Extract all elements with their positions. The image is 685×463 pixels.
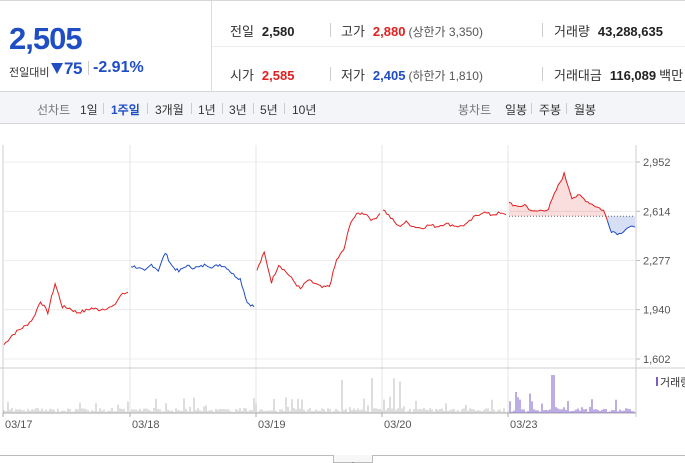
trade-amount-unit: 백만 <box>659 68 684 83</box>
divider <box>88 61 89 75</box>
period-1y[interactable]: 1년 <box>198 103 216 117</box>
trade-amount-value: 116,089 <box>609 68 657 83</box>
change-label: 전일대비 <box>9 67 50 79</box>
trade-amount: 거래대금 116,089 백만 <box>554 65 683 84</box>
line-chart-label: 선차트 <box>37 103 71 117</box>
high-value: 2,880 <box>372 24 406 39</box>
trade-amount-label: 거래대금 <box>554 68 602 83</box>
volume: 거래량 43,288,635 <box>554 21 663 40</box>
price-line-up <box>508 170 608 221</box>
divider <box>191 103 192 114</box>
quote-summary: 2,505 전일대비 75 -2.91% 전일 2,580 고가 2,880 (상한가… <box>0 0 685 92</box>
price-area-down <box>607 216 635 235</box>
price-box: 2,505 전일대비 75 -2.91% <box>0 1 212 92</box>
divider <box>222 103 223 114</box>
prev-close-value: 2,580 <box>261 24 295 39</box>
x-tick-label: 03/17 <box>5 419 33 431</box>
price-line <box>256 212 381 290</box>
volume-legend-label: 거래량 <box>660 376 685 389</box>
change-percent: -2.91% <box>93 59 144 76</box>
divider <box>253 103 254 114</box>
price-area-up <box>509 172 608 217</box>
divider <box>531 103 532 114</box>
open-value: 2,585 <box>261 68 295 83</box>
price-line <box>130 252 255 308</box>
collapse-button[interactable] <box>333 455 373 463</box>
down-arrow-icon <box>51 63 63 74</box>
divider <box>103 103 104 114</box>
candle-chart-label: 봉차트 <box>458 103 492 117</box>
price-line <box>382 209 507 230</box>
y-tick-label: 1,602 <box>643 354 671 366</box>
divider <box>330 23 331 37</box>
price-line <box>3 281 129 345</box>
candle-weekly[interactable]: 주봉 <box>539 103 562 117</box>
prev-close-label: 전일 <box>230 24 254 39</box>
y-tick-label: 2,614 <box>643 206 671 218</box>
period-1d[interactable]: 1일 <box>80 103 98 117</box>
divider <box>284 103 285 114</box>
volume-label: 거래량 <box>554 24 590 39</box>
high-label: 고가 <box>341 24 365 39</box>
low-value: 2,405 <box>372 68 406 83</box>
candle-monthly[interactable]: 월봉 <box>574 103 597 117</box>
volume-legend-marker <box>656 377 658 386</box>
divider <box>566 103 567 114</box>
divider <box>542 23 543 37</box>
period-5y[interactable]: 5년 <box>260 103 278 117</box>
period-10y[interactable]: 10년 <box>292 103 317 117</box>
price-line-down <box>606 220 636 236</box>
divider <box>542 67 543 81</box>
period-3y[interactable]: 3년 <box>229 103 247 117</box>
current-price: 2,505 <box>9 21 83 56</box>
volume-value: 43,288,635 <box>597 24 663 39</box>
open-label: 시가 <box>230 68 254 83</box>
divider <box>147 103 148 114</box>
change-value: 75 <box>64 59 82 78</box>
open-price: 시가 2,585 <box>230 65 294 84</box>
chart-toolbar: 선차트 1일 1주일 3개월 1년 3년 5년 10년 봉차트 일봉 주봉 월봉 <box>0 92 685 124</box>
period-1w[interactable]: 1주일 <box>111 103 140 117</box>
y-tick-label: 2,952 <box>643 157 671 169</box>
x-tick-label: 03/20 <box>384 419 412 431</box>
upper-limit: (상한가 3,350) <box>408 25 483 39</box>
low-label: 저가 <box>341 68 365 83</box>
low-price: 저가 2,405 (하한가 1,810) <box>341 65 483 84</box>
lower-limit: (하한가 1,810) <box>408 69 483 83</box>
y-tick-label: 1,940 <box>643 305 671 317</box>
y-tick-label: 2,277 <box>643 256 671 268</box>
candle-daily[interactable]: 일봉 <box>505 103 528 117</box>
divider <box>330 67 331 81</box>
x-tick-label: 03/19 <box>258 419 286 431</box>
price-chart: 2,952 2,614 2,277 1,940 1,602 거래량 03/17 03/18 03… <box>0 145 685 431</box>
x-tick-label: 03/18 <box>132 419 160 431</box>
high-price: 고가 2,880 (상한가 3,350) <box>341 21 483 40</box>
period-3m[interactable]: 3개월 <box>155 103 184 117</box>
x-tick-label: 03/23 <box>510 419 538 431</box>
prev-close: 전일 2,580 <box>230 21 294 40</box>
row-divider <box>212 46 685 47</box>
